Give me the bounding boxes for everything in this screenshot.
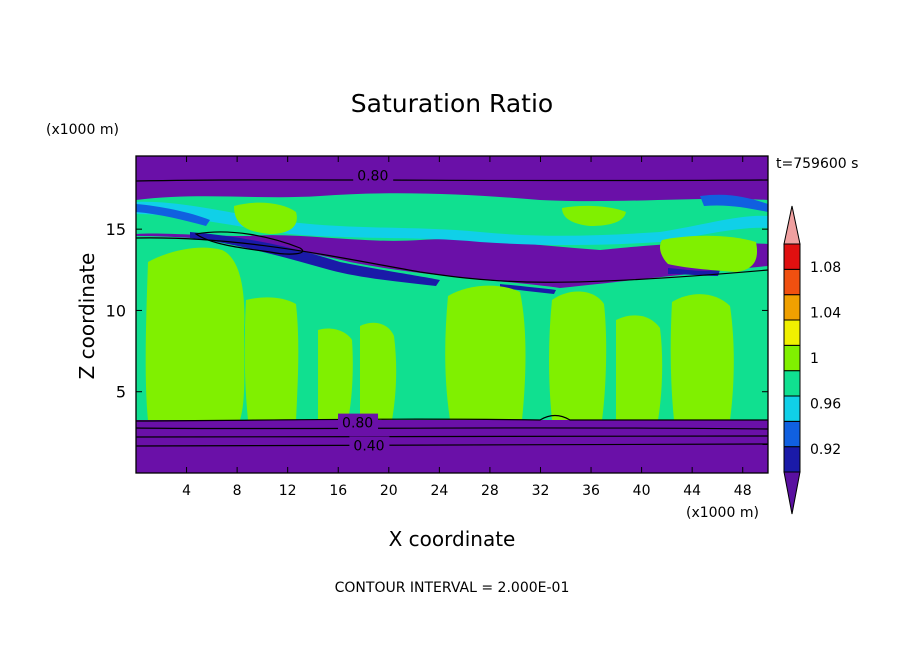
cloud-column-8 xyxy=(670,294,734,420)
contour-top xyxy=(136,179,768,182)
navy-streak-2 xyxy=(500,284,556,294)
chart-title: Saturation Ratio xyxy=(351,89,553,118)
contour-label-bg xyxy=(349,436,390,453)
cloud-column-7 xyxy=(616,315,663,420)
x-tick-label: 36 xyxy=(582,483,600,499)
x-tick-label: 4 xyxy=(182,483,191,499)
colorbar-swatch xyxy=(783,294,801,321)
cloud-column-9 xyxy=(660,235,758,272)
navy-streak-3 xyxy=(668,268,720,276)
cloud-patch-1 xyxy=(234,202,297,234)
x-tick-label: 20 xyxy=(380,483,398,499)
contour-mid-1 xyxy=(136,237,768,283)
colorbar-max-triangle xyxy=(783,205,801,245)
field-plot xyxy=(136,156,768,473)
colorbar-label: 1.04 xyxy=(810,305,841,321)
colorbar-min-triangle xyxy=(783,471,801,515)
colorbar-label: 1 xyxy=(810,351,819,367)
y-tick-label: 10 xyxy=(106,301,126,320)
colorbar-label: 0.92 xyxy=(810,442,841,458)
time-label: t=759600 s xyxy=(776,156,858,172)
cyan-streak-1 xyxy=(136,201,768,245)
x-tick-label: 44 xyxy=(683,483,701,499)
contour-base-2 xyxy=(136,427,768,430)
y-axis-ticks: 5 10 15 xyxy=(106,220,768,402)
colorbar-swatch xyxy=(783,268,801,296)
y-tick-label: 5 xyxy=(116,383,126,402)
navy-streak-1 xyxy=(190,232,440,286)
colorbar-swatch xyxy=(783,319,801,346)
y-axis-title: Z coordinate xyxy=(75,253,99,380)
colorbar-swatch xyxy=(783,446,801,473)
colorbar-label: 1.08 xyxy=(810,260,841,276)
colorbar: 1.08 1.04 1 0.96 0.92 xyxy=(783,205,841,515)
blue-streak-1 xyxy=(136,204,210,226)
cloud-column-1 xyxy=(145,247,245,420)
top-dry-layer xyxy=(136,156,768,186)
cloud-column-4 xyxy=(360,322,397,420)
cloud-column-5 xyxy=(445,285,526,420)
contour-lines xyxy=(136,179,768,447)
y-tick-label: 15 xyxy=(106,220,126,239)
contour-label: 0.40 xyxy=(353,438,384,454)
colorbar-swatch xyxy=(783,344,801,372)
contour-label-bg xyxy=(338,413,379,430)
cloud-patch-2 xyxy=(562,205,626,226)
plot-frame xyxy=(135,155,769,474)
blue-streak-2 xyxy=(700,194,768,212)
colorbar-swatch xyxy=(783,370,801,397)
colorbar-swatch xyxy=(783,243,801,270)
x-tick-label: 8 xyxy=(233,483,242,499)
contour-base-3 xyxy=(136,435,768,438)
contour-label: 0.80 xyxy=(357,169,388,185)
contour-base-4 xyxy=(136,443,768,447)
x-unit-label: (x1000 m) xyxy=(686,505,759,521)
contour-label-bg xyxy=(353,166,394,183)
x-tick-label: 48 xyxy=(734,483,752,499)
footer-contour-interval: CONTOUR INTERVAL = 2.000E-01 xyxy=(335,580,570,596)
colorbar-label: 0.96 xyxy=(810,397,841,413)
contour-upper-loop xyxy=(194,231,304,255)
y-unit-label: (x1000 m) xyxy=(46,122,119,138)
colorbar-swatch xyxy=(783,395,801,422)
colorbar-swatch xyxy=(783,420,801,448)
cloud-column-6 xyxy=(549,291,607,420)
x-tick-label: 24 xyxy=(430,483,448,499)
x-tick-label: 32 xyxy=(532,483,550,499)
x-tick-label: 12 xyxy=(279,483,297,499)
x-axis-title: X coordinate xyxy=(389,527,516,551)
x-tick-label: 28 xyxy=(481,483,499,499)
contour-base-1 xyxy=(136,414,768,422)
cloud-column-2 xyxy=(244,297,299,420)
contour-labels: 0.80 0.80 0.40 xyxy=(338,166,394,454)
x-tick-label: 40 xyxy=(633,483,651,499)
cloud-column-3 xyxy=(318,328,353,420)
x-axis-ticks: 4 8 12 16 20 24 28 32 36 40 44 48 xyxy=(182,156,752,499)
contour-label: 0.80 xyxy=(342,416,373,432)
x-tick-label: 16 xyxy=(329,483,347,499)
